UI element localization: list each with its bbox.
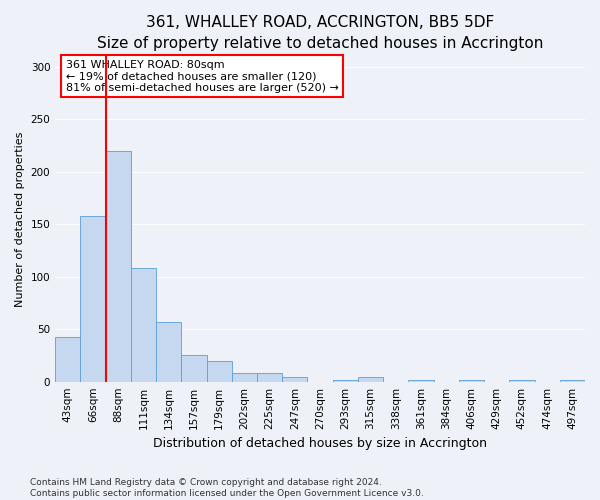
Text: 361 WHALLEY ROAD: 80sqm
← 19% of detached houses are smaller (120)
81% of semi-d: 361 WHALLEY ROAD: 80sqm ← 19% of detache… [66,60,338,93]
Text: Contains HM Land Registry data © Crown copyright and database right 2024.
Contai: Contains HM Land Registry data © Crown c… [30,478,424,498]
Bar [560,380,585,382]
Bar [181,356,206,382]
Title: 361, WHALLEY ROAD, ACCRINGTON, BB5 5DF
Size of property relative to detached hou: 361, WHALLEY ROAD, ACCRINGTON, BB5 5DF S… [97,15,543,51]
Bar [106,151,131,382]
Bar [358,378,383,382]
Bar [409,380,434,382]
Bar [55,336,80,382]
X-axis label: Distribution of detached houses by size in Accrington: Distribution of detached houses by size … [153,437,487,450]
Bar [206,360,232,382]
Bar [257,374,282,382]
Bar [332,380,358,382]
Y-axis label: Number of detached properties: Number of detached properties [15,132,25,306]
Bar [282,378,307,382]
Bar [156,322,181,382]
Bar [131,268,156,382]
Bar [232,374,257,382]
Bar [80,216,106,382]
Bar [459,380,484,382]
Bar [509,380,535,382]
